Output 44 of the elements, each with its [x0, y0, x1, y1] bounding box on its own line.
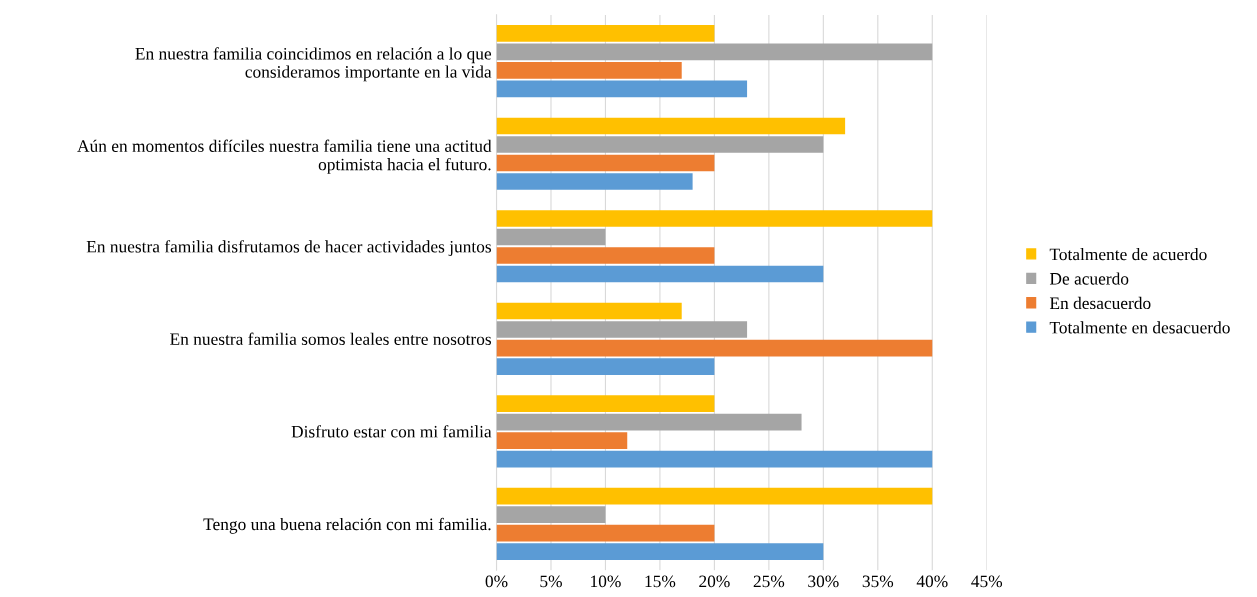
bar: [496, 339, 933, 357]
x-tick-label: 25%: [753, 575, 785, 588]
bar: [496, 247, 715, 264]
y-tick-label: Disfruto estar con mi familia: [291, 425, 492, 438]
bar: [496, 80, 748, 98]
bar: [496, 487, 933, 505]
bar: [496, 154, 715, 172]
bar: [496, 321, 748, 338]
x-tick-label: 5%: [540, 575, 562, 588]
bar: [496, 450, 933, 468]
x-tick-label: 40%: [916, 575, 948, 588]
y-tick-label: Aún en momentos difíciles nuestra familia tiene una actitud optimista hacia el futuro.: [77, 139, 492, 174]
bar: [496, 506, 606, 523]
bar: [496, 173, 693, 190]
x-tick-label: 10%: [591, 575, 621, 588]
legend-label: Totalmente en desacuerdo: [1049, 321, 1230, 334]
x-tick-label: 0%: [485, 575, 508, 588]
x-tick-label: 45%: [971, 575, 1003, 588]
bar: [496, 117, 846, 135]
bar: [496, 25, 715, 42]
bar: [496, 413, 802, 431]
bar: [496, 210, 933, 227]
legend-label: Totalmente de acuerdo: [1049, 248, 1207, 261]
x-tick-label: 35%: [862, 575, 894, 588]
bar: [496, 265, 824, 283]
bar: [496, 358, 715, 375]
bar: [496, 432, 628, 449]
bar: [496, 395, 715, 412]
bar: [496, 524, 715, 542]
x-tick-label: 15%: [645, 575, 676, 588]
bar: [496, 43, 933, 61]
x-tick-label: 20%: [699, 575, 730, 588]
bar: [496, 228, 606, 246]
bar: [496, 62, 682, 79]
y-tick-label: Tengo una buena relación con mi familia.: [203, 517, 491, 534]
bar: [496, 302, 682, 320]
legend-label: De acuerdo: [1049, 272, 1129, 285]
bar: [496, 543, 824, 560]
y-tick-label: En nuestra familia coincidimos en relación a lo que consideramos importante en la vida: [135, 47, 492, 82]
x-tick-label: 30%: [808, 575, 839, 588]
y-tick-label: En nuestra familia disfrutamos de hacer actividades juntos: [86, 240, 492, 257]
y-tick-label: En nuestra familia somos leales entre nosotros: [170, 332, 492, 345]
legend-label: En desacuerdo: [1049, 296, 1151, 310]
bar: [496, 136, 824, 153]
